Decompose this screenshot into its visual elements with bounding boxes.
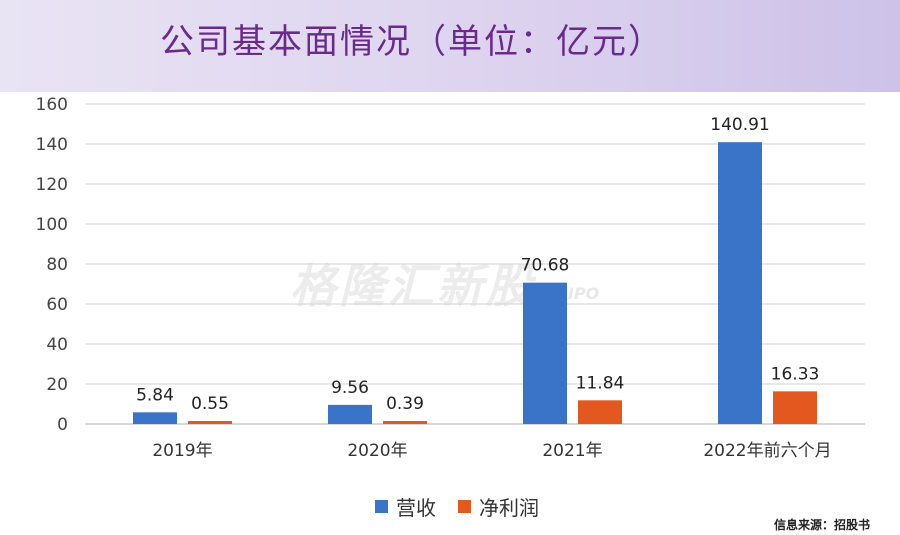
x-tick-label: 2022年前六个月	[703, 441, 831, 461]
data-label: 0.39	[386, 394, 424, 414]
legend-swatch-revenue	[375, 500, 388, 513]
y-tick-label: 100	[36, 215, 68, 235]
legend-label-net-profit: 净利润	[479, 496, 539, 520]
bar-net-profit	[578, 400, 622, 424]
bar-net-profit	[383, 421, 427, 424]
bar-revenue	[328, 404, 372, 424]
data-label: 9.56	[331, 378, 369, 398]
title-banner	[0, 0, 900, 92]
y-tick-label: 0	[57, 415, 68, 435]
legend-swatch-net-profit	[458, 500, 471, 513]
source-note: 信息来源：招股书	[773, 518, 870, 532]
legend-item-revenue: 营收	[375, 492, 436, 521]
x-tick-label: 2021年	[542, 441, 602, 461]
y-tick-label: 80	[46, 255, 68, 275]
y-tick-label: 40	[46, 335, 68, 355]
data-label: 16.33	[771, 364, 820, 384]
y-tick-label: 160	[36, 95, 68, 115]
y-tick-label: 140	[36, 135, 68, 155]
data-label: 5.84	[136, 385, 174, 405]
legend-item-net-profit: 净利润	[458, 492, 539, 521]
x-tick-label: 2019年	[152, 441, 212, 461]
y-tick-label: 60	[46, 295, 68, 315]
y-tick-label: 20	[46, 375, 68, 395]
chart-legend: 营收 净利润	[375, 492, 539, 521]
legend-label-revenue: 营收	[396, 496, 436, 520]
y-tick-label: 120	[36, 175, 68, 195]
bar-net-profit	[188, 421, 232, 424]
data-label: 0.55	[191, 394, 229, 414]
bar-net-profit	[773, 391, 817, 424]
data-label: 140.91	[710, 115, 769, 135]
x-tick-label: 2020年	[347, 441, 407, 461]
bar-revenue	[718, 142, 762, 424]
data-label: 70.68	[521, 256, 570, 276]
page-title: 公司基本面情况（单位：亿元）	[160, 22, 664, 62]
bar-revenue	[523, 282, 567, 424]
bar-revenue	[133, 412, 177, 424]
data-label: 11.84	[576, 373, 625, 393]
watermark-ipo: IPO	[568, 284, 600, 303]
